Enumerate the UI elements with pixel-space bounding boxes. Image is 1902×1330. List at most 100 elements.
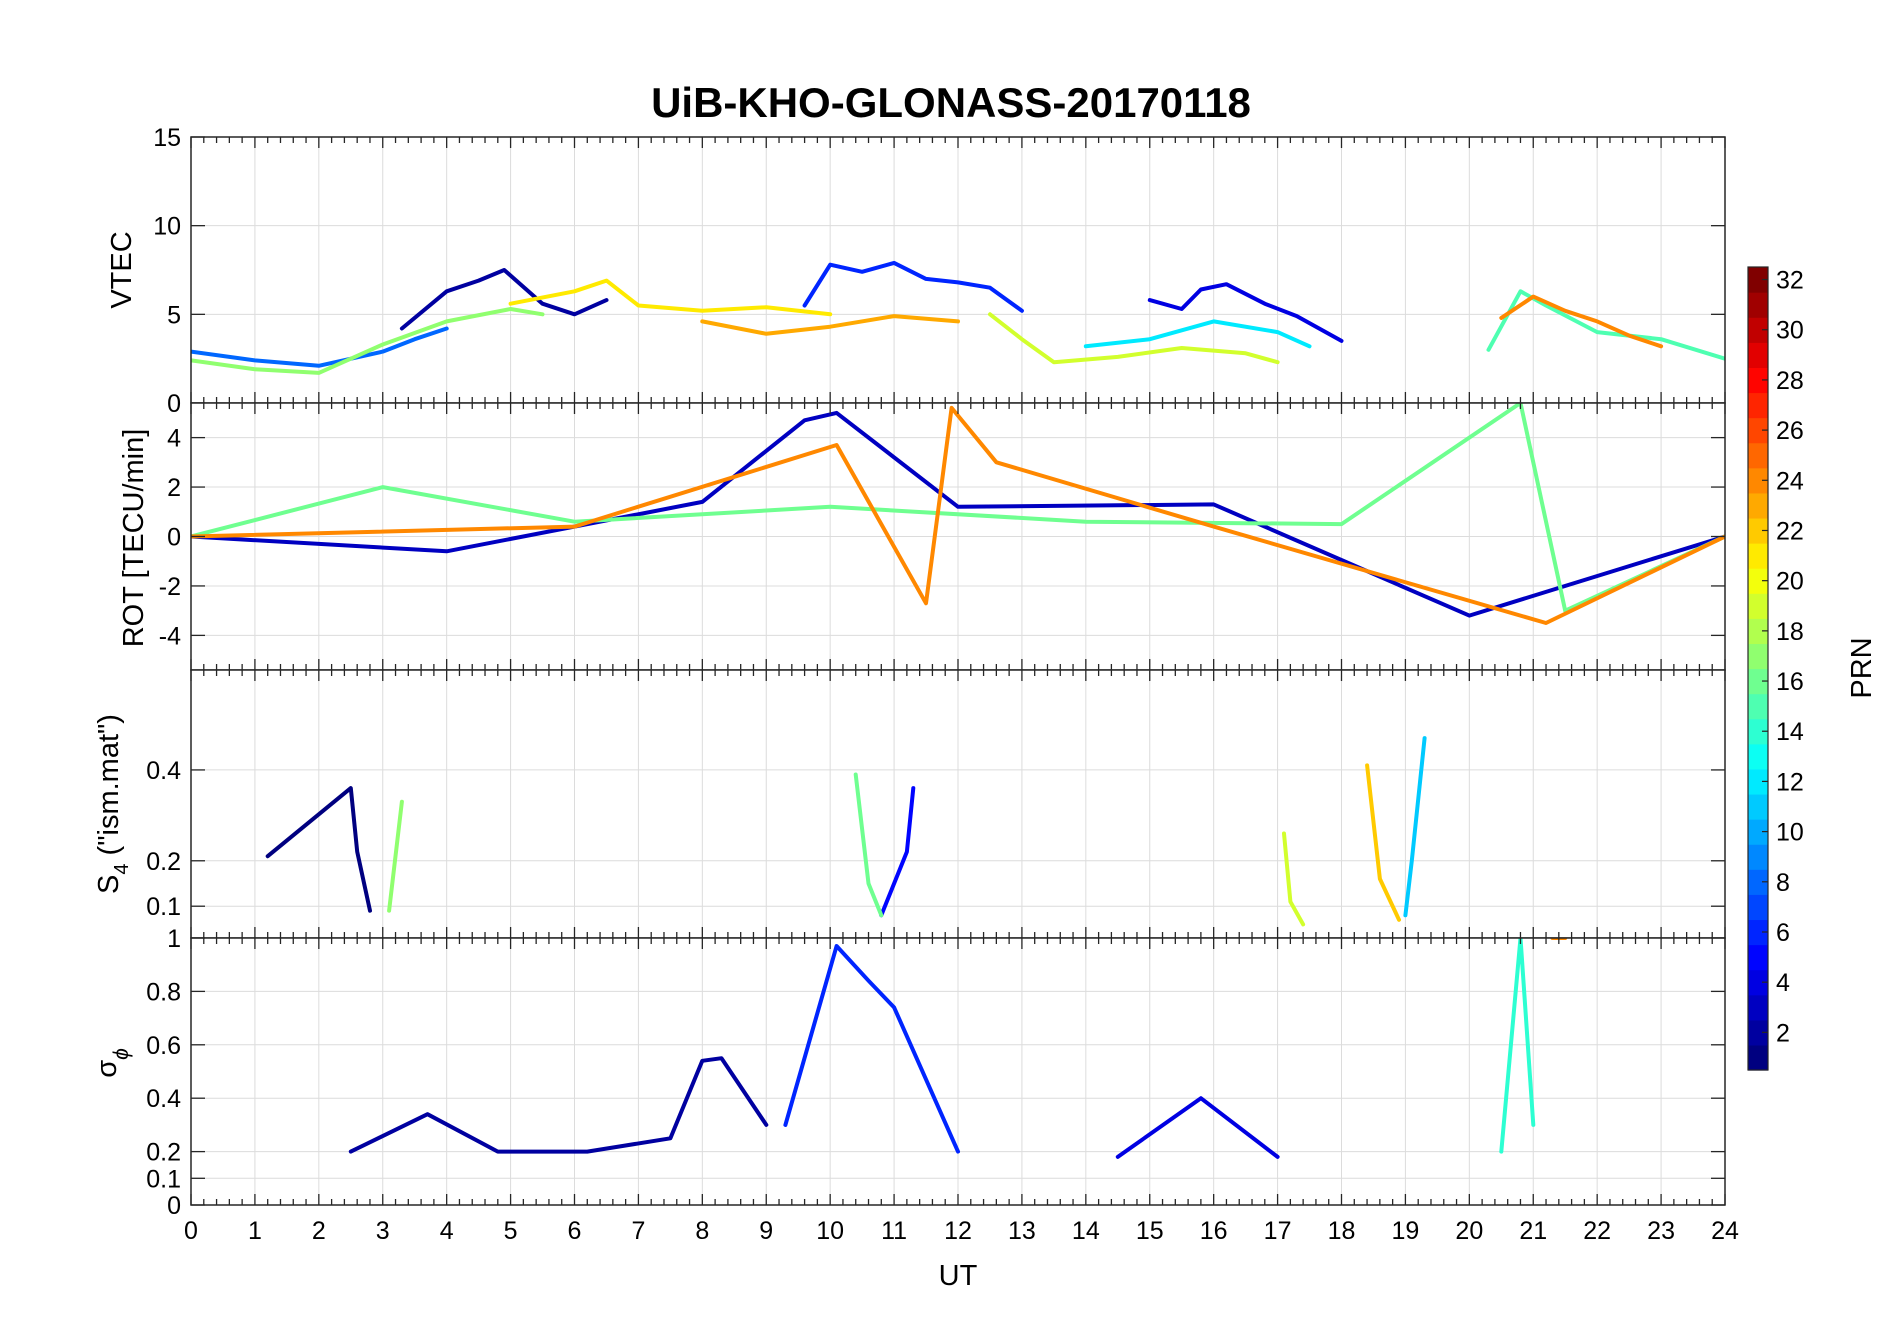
vtec-panel: 0 5 10 15 (153, 124, 1726, 418)
x-tick-label: 14 (1072, 1217, 1100, 1245)
series-prn-14-sigma (1499, 938, 1536, 1154)
series-prn-4-sigma (1115, 1096, 1280, 1159)
colorbar-swatch (1748, 267, 1768, 293)
colorbar-swatch (1748, 417, 1768, 444)
x-tick-label: 7 (631, 1217, 645, 1245)
colorbar-swatch (1748, 543, 1768, 569)
sigma-ticks (190, 937, 1726, 1206)
x-axis-label: UT (939, 1260, 978, 1292)
sigma-series-group (348, 938, 1568, 1159)
colorbar-swatch (1748, 593, 1768, 619)
colorbar-swatch (1748, 894, 1768, 921)
series-prn-5-s4 (879, 786, 916, 918)
vtec-ylabel: VTEC (106, 231, 138, 308)
colorbar-swatch (1748, 844, 1768, 870)
colorbar-tick-label: 18 (1776, 618, 1804, 646)
x-tick-label: 20 (1455, 1217, 1483, 1245)
colorbar-swatch (1748, 718, 1768, 745)
series-prn-6-vtec (802, 260, 1024, 313)
x-tick-label: 17 (1264, 1217, 1292, 1245)
rot-panel: -4 -2 0 2 4 (159, 402, 1726, 671)
colorbar-tick-label: 4 (1776, 969, 1790, 997)
colorbar-swatch (1748, 869, 1768, 895)
colorbar-swatch (1748, 1019, 1768, 1046)
colorbar-swatch (1748, 668, 1768, 695)
s4-ytick-label: 0.1 (146, 893, 181, 921)
colorbar-swatch (1748, 442, 1768, 469)
vtec-series-group (191, 260, 1725, 375)
colorbar-swatch (1748, 994, 1768, 1021)
x-tick-label: 0 (184, 1217, 198, 1245)
series-prn-12-vtec (1083, 319, 1312, 349)
vtec-ytick-label: 0 (167, 390, 181, 418)
vtec-ytick-label: 15 (153, 124, 181, 152)
colorbar-swatch (1748, 367, 1768, 394)
sigma-grid (190, 937, 1726, 1206)
colorbar-swatch (1748, 793, 1768, 820)
x-tick-label: 3 (376, 1217, 390, 1245)
series-prn-2-vtec (399, 268, 609, 331)
rot-ytick-label: -4 (159, 622, 181, 650)
colorbar-tick-label: 26 (1776, 417, 1804, 445)
colorbar-tick-label: 6 (1776, 919, 1790, 947)
x-tick-label: 16 (1200, 1217, 1228, 1245)
x-tick-label: 10 (816, 1217, 844, 1245)
x-tick-label: 1 (248, 1217, 262, 1245)
colorbar-swatch (1748, 944, 1768, 971)
x-tick-label: 2 (312, 1217, 326, 1245)
rot-ytick-label: 2 (167, 474, 181, 502)
colorbar-swatch (1748, 342, 1768, 368)
series-prn-2-sigma (348, 1056, 769, 1154)
sigma-phi-panel: 00.10.2 0.4 0.6 0.8 1 (146, 925, 1726, 1220)
series-prn-16-rot (191, 403, 1725, 613)
colorbar-swatch (1748, 392, 1768, 419)
colorbar-swatch (1748, 292, 1768, 318)
sigma-ytick-label: 0.2 (146, 1139, 181, 1167)
x-tick-label: 23 (1647, 1217, 1675, 1245)
x-tick-label: 12 (944, 1217, 972, 1245)
rot-series-group (191, 403, 1725, 625)
x-tick-label: 5 (504, 1217, 518, 1245)
x-tick-label: 22 (1583, 1217, 1611, 1245)
series-prn-16-s4 (853, 772, 884, 918)
colorbar-swatch (1748, 969, 1768, 996)
colorbar-swatch (1748, 467, 1768, 494)
series-prn-17-vtec (191, 307, 545, 375)
s4-ytick-label: 0.4 (146, 757, 181, 785)
colorbar-swatch (1748, 768, 1768, 795)
sigma-frame (190, 937, 1726, 1206)
chart-title: UiB-KHO-GLONASS-20170118 (651, 79, 1251, 126)
svg-text:S4 ("ism.mat"): S4 ("ism.mat") (93, 714, 133, 894)
colorbar-swatch (1748, 517, 1768, 544)
colorbar-tick-label: 30 (1776, 317, 1804, 345)
colorbar-swatch (1748, 819, 1768, 845)
x-tick-label: 11 (881, 1217, 907, 1245)
x-tick-label: 4 (440, 1217, 454, 1245)
series-prn-21-vtec (508, 278, 833, 317)
colorbar-swatch (1748, 643, 1768, 670)
s4-ylabel: S4 ("ism.mat") (93, 714, 133, 894)
rot-ytick-label: -2 (159, 573, 181, 601)
sigma-ytick-label: 1 (167, 925, 181, 953)
x-tick-label: 8 (695, 1217, 709, 1245)
colorbar-tick-label: 2 (1776, 1019, 1790, 1047)
series-prn-24-vtec (1499, 294, 1664, 349)
vtec-ytick-label: 10 (153, 213, 181, 241)
colorbar-frame (1747, 266, 1769, 1071)
series-prn-23-vtec (700, 314, 960, 336)
colorbar-tick-label: 28 (1776, 367, 1804, 395)
vtec-ticks (190, 136, 1726, 404)
colorbar-tick-label: 20 (1776, 568, 1804, 596)
x-tick-label: 13 (1008, 1217, 1036, 1245)
colorbar-swatch (1748, 1044, 1768, 1071)
colorbar-tick-label: 32 (1776, 267, 1804, 295)
colorbar-tick-label: 12 (1776, 768, 1804, 796)
colorbar-tick-label: 24 (1776, 467, 1804, 495)
colorbar-swatch (1748, 693, 1768, 720)
series-prn-19-vtec (988, 312, 1280, 365)
series-prn-17-s4 (387, 799, 404, 913)
series-prn-1-s4 (265, 786, 372, 913)
x-tick-label: 9 (759, 1217, 773, 1245)
x-tick-label: 6 (568, 1217, 582, 1245)
